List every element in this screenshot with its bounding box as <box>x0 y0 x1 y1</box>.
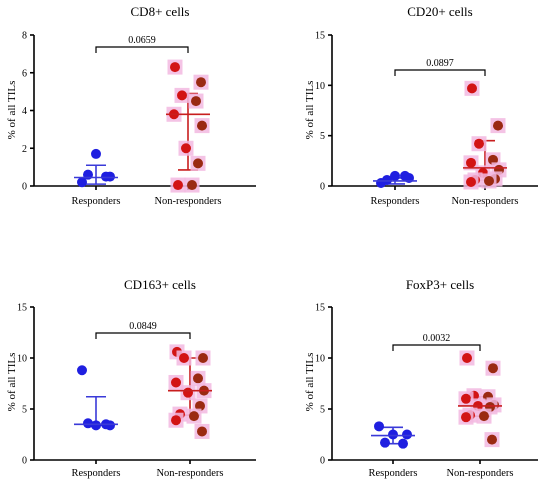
data-point <box>402 429 412 440</box>
x-tick-label: Responders <box>371 196 420 207</box>
data-point <box>196 77 206 88</box>
data-point <box>388 429 398 440</box>
x-tick-label: Responders <box>72 196 121 207</box>
y-tick-label: 15 <box>315 31 325 42</box>
data-point <box>484 175 494 186</box>
significance-bracket <box>394 69 486 76</box>
data-point <box>91 420 101 431</box>
y-tick-label: 15 <box>315 303 325 314</box>
p-value-label: 0.0032 <box>423 333 451 344</box>
chart-title: CD163+ cells <box>124 277 196 292</box>
data-point <box>198 353 208 363</box>
y-tick-label: 0 <box>22 182 27 193</box>
data-point <box>83 418 93 429</box>
y-tick-label: 15 <box>17 303 27 314</box>
data-point <box>171 415 181 426</box>
data-point <box>197 426 207 437</box>
y-axis-label: % of all TILs <box>304 353 316 412</box>
data-point <box>77 177 87 188</box>
data-point <box>189 411 199 422</box>
data-point <box>479 411 489 422</box>
data-point <box>493 120 503 131</box>
y-tick-label: 2 <box>22 144 27 155</box>
data-point <box>487 434 497 445</box>
y-tick-label: 0 <box>22 456 27 467</box>
data-point <box>400 170 410 181</box>
data-point <box>380 437 390 448</box>
data-point <box>171 377 181 388</box>
data-point <box>77 365 87 376</box>
chart-panel-2: CD20+ cells % of all TILs 0 5 10 15 Responders… <box>304 4 538 207</box>
series-responders <box>74 148 118 188</box>
data-point <box>462 353 472 363</box>
y-tick-label: 10 <box>315 354 325 365</box>
data-point <box>382 174 392 185</box>
series-non-responders <box>463 80 507 190</box>
series-responders <box>373 170 417 188</box>
data-point <box>173 180 183 191</box>
y-tick-label: 5 <box>320 405 325 416</box>
significance-bracket <box>392 344 481 351</box>
data-point <box>467 83 477 94</box>
chart-title: CD20+ cells <box>407 4 472 19</box>
data-point <box>101 171 111 182</box>
data-point <box>461 412 471 423</box>
data-point <box>191 96 201 107</box>
series-non-responders <box>168 344 212 439</box>
data-point <box>183 387 193 398</box>
data-point <box>195 400 205 411</box>
y-tick-label: 4 <box>22 106 27 117</box>
chart-title: CD8+ cells <box>131 4 190 19</box>
x-tick-label: Non-responders <box>156 468 223 479</box>
series-non-responders <box>458 350 502 448</box>
x-tick-label: Non-responders <box>451 196 518 207</box>
x-tick-label: Responders <box>369 468 418 479</box>
p-value-label: 0.0897 <box>426 58 454 69</box>
y-tick-label: 10 <box>315 81 325 92</box>
x-tick-label: Non-responders <box>446 468 513 479</box>
chart-title: FoxP3+ cells <box>406 277 474 292</box>
chart-panel-3: CD163+ cells % of all TILs 0 5 10 15 Responder… <box>6 277 256 479</box>
data-point <box>488 363 498 374</box>
y-axis-label: % of all TILs <box>304 81 316 140</box>
chart-panel-1: CD8+ cells % of all TILs 0 2 4 6 8 Responders No… <box>6 4 256 207</box>
x-tick-label: Non-responders <box>154 196 221 207</box>
data-point <box>197 120 207 131</box>
y-tick-label: 5 <box>22 405 27 416</box>
significance-bracket <box>95 46 189 53</box>
p-value-label: 0.0659 <box>128 35 156 46</box>
significance-bracket <box>95 332 191 339</box>
p-value-label: 0.0849 <box>129 321 157 332</box>
data-point <box>193 158 203 169</box>
y-tick-label: 8 <box>22 31 27 42</box>
data-point <box>193 373 203 384</box>
data-point <box>187 180 197 191</box>
series-non-responders <box>166 59 210 193</box>
data-point <box>466 176 476 187</box>
data-point <box>177 90 187 101</box>
data-point <box>179 353 189 363</box>
data-point <box>181 143 191 154</box>
data-point <box>461 393 471 404</box>
data-point <box>398 438 408 449</box>
series-responders <box>74 365 118 431</box>
y-tick-label: 0 <box>320 456 325 467</box>
y-axis-label: % of all TILs <box>6 81 18 140</box>
y-axis-label: % of all TILs <box>6 353 18 412</box>
data-point <box>374 421 384 432</box>
chart-panel-4: FoxP3+ cells % of all TILs 0 5 10 15 Responder… <box>304 277 538 479</box>
data-point <box>474 138 484 149</box>
y-tick-label: 0 <box>320 182 325 193</box>
y-tick-label: 10 <box>17 354 27 365</box>
data-point <box>466 157 476 168</box>
x-tick-label: Responders <box>72 468 121 479</box>
y-tick-label: 5 <box>320 131 325 142</box>
data-point <box>390 170 400 181</box>
y-tick-label: 6 <box>22 68 27 79</box>
data-point <box>488 154 498 165</box>
series-responders <box>371 421 415 449</box>
data-point <box>170 62 180 73</box>
data-point <box>91 148 101 159</box>
